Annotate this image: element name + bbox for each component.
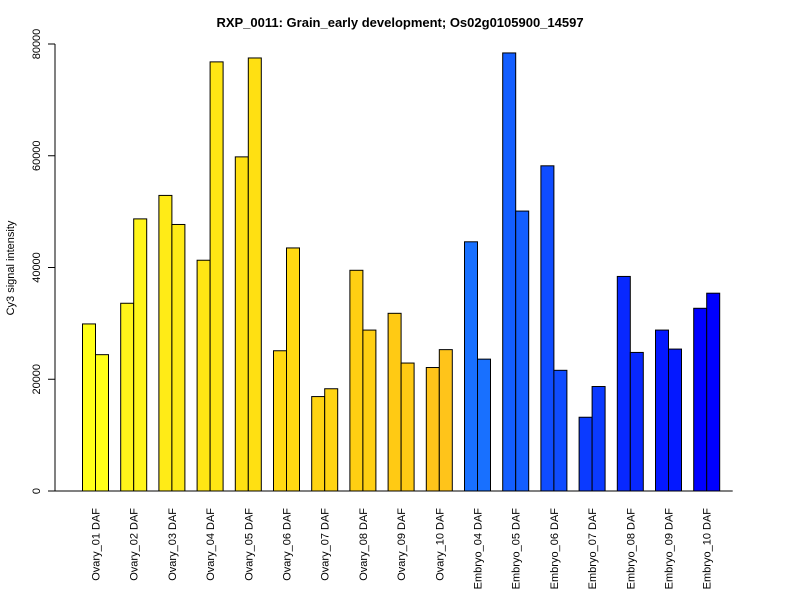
- bar-13-2: [553, 369, 568, 492]
- bar-17-1: [693, 307, 708, 492]
- bar-8-1: [349, 269, 364, 492]
- bar-4-1: [196, 259, 211, 492]
- x-tick-label: Ovary_07 DAF: [320, 508, 332, 581]
- y-tick-label: 60000: [31, 140, 43, 171]
- y-axis: 0 20000 40000 60000 80000: [31, 29, 56, 494]
- x-tick-label: Ovary_10 DAF: [434, 508, 446, 581]
- bar-11-2: [477, 358, 491, 492]
- x-tick-label: Embryo_08 DAF: [625, 508, 637, 590]
- bar-16-2: [668, 348, 682, 492]
- bar-17-2: [706, 292, 721, 492]
- bar-3-1: [158, 194, 173, 492]
- x-tick-label: Ovary_01 DAF: [91, 508, 103, 581]
- y-tick-label: 0: [31, 488, 43, 494]
- bar-7-2: [324, 388, 339, 492]
- y-axis-label: Cy3 signal intensity: [5, 220, 17, 315]
- bar-13-1: [540, 165, 555, 492]
- bar-2-1: [120, 302, 135, 492]
- bar-9-1: [387, 312, 402, 492]
- bars-group: [82, 52, 721, 492]
- x-tick-label: Embryo_09 DAF: [664, 508, 676, 590]
- x-tick-label: Ovary_02 DAF: [129, 508, 141, 581]
- x-tick-label: Embryo_04 DAF: [473, 508, 485, 590]
- bar-14-1: [578, 416, 593, 492]
- bar-10-1: [425, 367, 440, 492]
- bar-1-1: [82, 323, 96, 492]
- bar-10-2: [438, 349, 453, 492]
- bar-5-2: [247, 57, 262, 492]
- bar-11-1: [464, 241, 478, 492]
- bar-15-1: [616, 275, 631, 492]
- bar-14-2: [591, 386, 606, 492]
- x-tick-label: Ovary_04 DAF: [205, 508, 217, 581]
- x-tick-label: Embryo_06 DAF: [549, 508, 561, 590]
- bar-6-2: [286, 247, 300, 492]
- x-tick-label: Embryo_10 DAF: [702, 508, 714, 590]
- bar-12-1: [502, 52, 517, 492]
- x-tick-label: Ovary_03 DAF: [167, 508, 179, 581]
- y-tick-label: 20000: [31, 364, 43, 395]
- x-tick-label: Ovary_09 DAF: [396, 508, 408, 581]
- x-tick-label: Ovary_08 DAF: [358, 508, 370, 581]
- bar-8-2: [362, 329, 377, 492]
- bar-15-2: [629, 351, 644, 492]
- bar-16-1: [655, 329, 669, 492]
- x-tick-label: Embryo_05 DAF: [511, 508, 523, 590]
- bar-12-2: [515, 210, 530, 492]
- bar-6-1: [273, 350, 287, 492]
- y-tick-label: 80000: [31, 29, 43, 60]
- bar-2-2: [133, 218, 148, 492]
- bar-9-2: [400, 362, 415, 492]
- bar-1-2: [95, 354, 109, 492]
- bar-3-2: [171, 223, 186, 492]
- chart-title: RXP_0011: Grain_early development; Os02g…: [216, 15, 583, 30]
- bar-4-2: [209, 61, 224, 492]
- bar-7-1: [311, 396, 326, 492]
- y-tick-label: 40000: [31, 252, 43, 283]
- x-tick-labels: Ovary_01 DAF Ovary_02 DAF Ovary_03 DAF Ovar…: [91, 508, 714, 590]
- x-tick-label: Embryo_07 DAF: [587, 508, 599, 590]
- bar-5-1: [234, 156, 249, 492]
- x-tick-label: Ovary_06 DAF: [282, 508, 294, 581]
- x-tick-label: Ovary_05 DAF: [243, 508, 255, 581]
